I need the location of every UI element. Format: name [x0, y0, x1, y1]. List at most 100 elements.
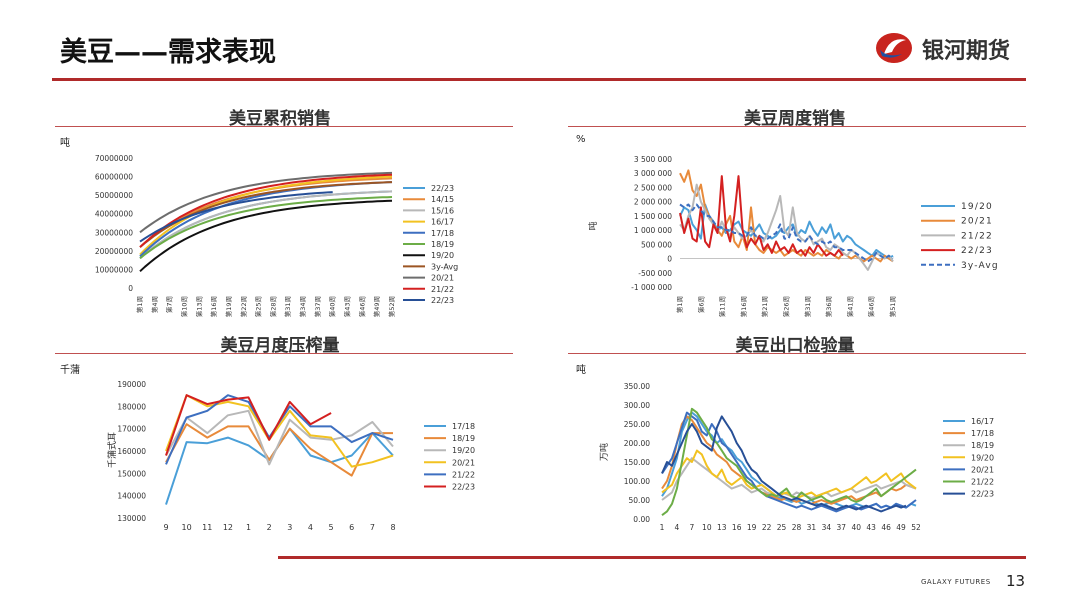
x-tick-label: 第51周: [888, 296, 897, 317]
y-tick-label: 20000000: [95, 247, 133, 256]
y-tick-label: -1 000 000: [631, 283, 672, 292]
x-tick-label: 22: [762, 523, 772, 532]
legend-label: 18/19: [971, 441, 994, 450]
legend-label: 17/18: [452, 422, 475, 431]
legend-label: 14/15: [431, 195, 454, 204]
x-tick-label: 4: [308, 523, 313, 532]
chart-title-cumulative-sales: 美豆累积销售: [229, 109, 331, 129]
x-tick-label: 3: [287, 523, 292, 532]
y-tick-label: 160000: [117, 447, 146, 456]
panel-rule: [55, 126, 513, 127]
x-tick-label: 31: [807, 523, 817, 532]
legend-label: 22/23: [971, 490, 994, 499]
legend-label: 20/21: [452, 458, 475, 467]
footer-rule: [278, 556, 1026, 559]
chart-title-export-inspection: 美豆出口检验量: [735, 336, 855, 356]
y-tick-label: 200.00: [624, 439, 650, 448]
x-tick-label: 9: [163, 523, 168, 532]
legend-label: 16/17: [971, 417, 994, 426]
x-tick-label: 11: [202, 523, 212, 532]
y-tick-label: 190000: [117, 380, 146, 389]
y-tick-label: 180000: [117, 402, 146, 411]
x-tick-label: 第6周: [696, 296, 705, 313]
series-line-15-16: [139, 190, 393, 260]
x-tick-label: 第34周: [298, 296, 307, 317]
x-tick-label: 12: [223, 523, 233, 532]
x-tick-label: 第16周: [209, 296, 218, 317]
y-tick-label: 30000000: [95, 228, 133, 237]
legend-label: 19/20: [452, 446, 475, 455]
legend-label: 21/22: [961, 231, 993, 241]
series-line-3y-Avg: [139, 181, 393, 248]
panel-rule: [568, 126, 1026, 127]
y-tick-label: 500 000: [641, 240, 672, 249]
legend-label: 22/23: [431, 184, 454, 193]
legend-label: 19/20: [961, 202, 993, 212]
legend-label: 3y-Avg: [961, 261, 999, 271]
x-tick-label: 43: [866, 523, 876, 532]
x-tick-label: 16: [732, 523, 742, 532]
footer-company: GALAXY FUTURES: [921, 578, 991, 586]
legend-label: 17/18: [431, 229, 454, 238]
legend-label: 17/18: [971, 429, 994, 438]
legend-label: 18/19: [452, 434, 475, 443]
y-tick-label: 300.00: [624, 401, 650, 410]
y-tick-label: 0: [128, 284, 133, 293]
series-line-20-21: [661, 411, 917, 513]
x-tick-label: 第13周: [194, 296, 203, 317]
x-tick-label: 7: [689, 523, 694, 532]
x-tick-label: 第40周: [328, 296, 337, 317]
logo-icon: [876, 33, 912, 63]
x-tick-label: 2: [267, 523, 272, 532]
unit-label: %: [576, 134, 586, 145]
x-tick-label: 第46周: [357, 296, 366, 317]
series-line-21-22: [661, 407, 917, 516]
legend-label: 21/22: [971, 478, 994, 487]
series-line-16-17: [139, 175, 393, 256]
series-line-22-23: [139, 191, 333, 243]
unit-label: 吨: [60, 138, 70, 149]
panel-rule: [55, 353, 513, 354]
series-line-22-23: [679, 175, 844, 257]
x-tick-label: 第10周: [180, 296, 189, 317]
x-tick-label: 10: [182, 523, 192, 532]
y-tick-label: 1 500 000: [634, 212, 672, 221]
y-tick-label: 60000000: [95, 173, 133, 182]
legend-label: 21/22: [431, 285, 454, 294]
legend-label: 3y-Avg: [431, 262, 458, 271]
x-tick-label: 第28周: [268, 296, 277, 317]
title-rule: [52, 78, 1026, 81]
y-tick-label: 3 500 000: [634, 155, 672, 164]
y-axis-title: 吨: [587, 221, 599, 230]
y-tick-label: 0: [667, 255, 672, 264]
chart-title-weekly-sales: 美豆周度销售: [744, 109, 846, 129]
series-line-19-20: [165, 409, 394, 466]
y-tick-label: 50000000: [95, 191, 133, 200]
y-tick-label: 150000: [117, 469, 146, 478]
x-tick-label: 第36周: [824, 296, 833, 317]
x-tick-label: 49: [896, 523, 906, 532]
series-line-22-23: [139, 190, 393, 260]
y-tick-label: 130000: [117, 514, 146, 523]
x-tick-label: 第21周: [760, 296, 769, 317]
series-line-20-21: [139, 171, 393, 234]
series-line-21-22: [139, 173, 393, 248]
x-tick-label: 10: [702, 523, 712, 532]
x-tick-label: 52: [911, 523, 921, 532]
x-tick-label: 5: [329, 523, 334, 532]
page-title: 美豆——需求表现: [60, 37, 276, 68]
y-tick-label: 150.00: [624, 458, 650, 467]
x-tick-label: 第16周: [739, 296, 748, 317]
y-axis-title: 千蒲式耳: [106, 432, 118, 468]
legend-label: 15/16: [431, 206, 454, 215]
y-tick-label: 350.00: [624, 382, 650, 391]
x-tick-label: 第43周: [343, 296, 352, 317]
y-tick-label: 3 000 000: [634, 169, 672, 178]
legend-label: 20/21: [961, 217, 993, 227]
series-line-19-20: [661, 449, 917, 500]
panel-rule: [568, 353, 1026, 354]
x-tick-label: 第25周: [254, 296, 263, 317]
x-tick-label: 34: [822, 523, 832, 532]
y-tick-label: 0.00: [633, 515, 650, 524]
x-tick-label: 第49周: [372, 296, 381, 317]
